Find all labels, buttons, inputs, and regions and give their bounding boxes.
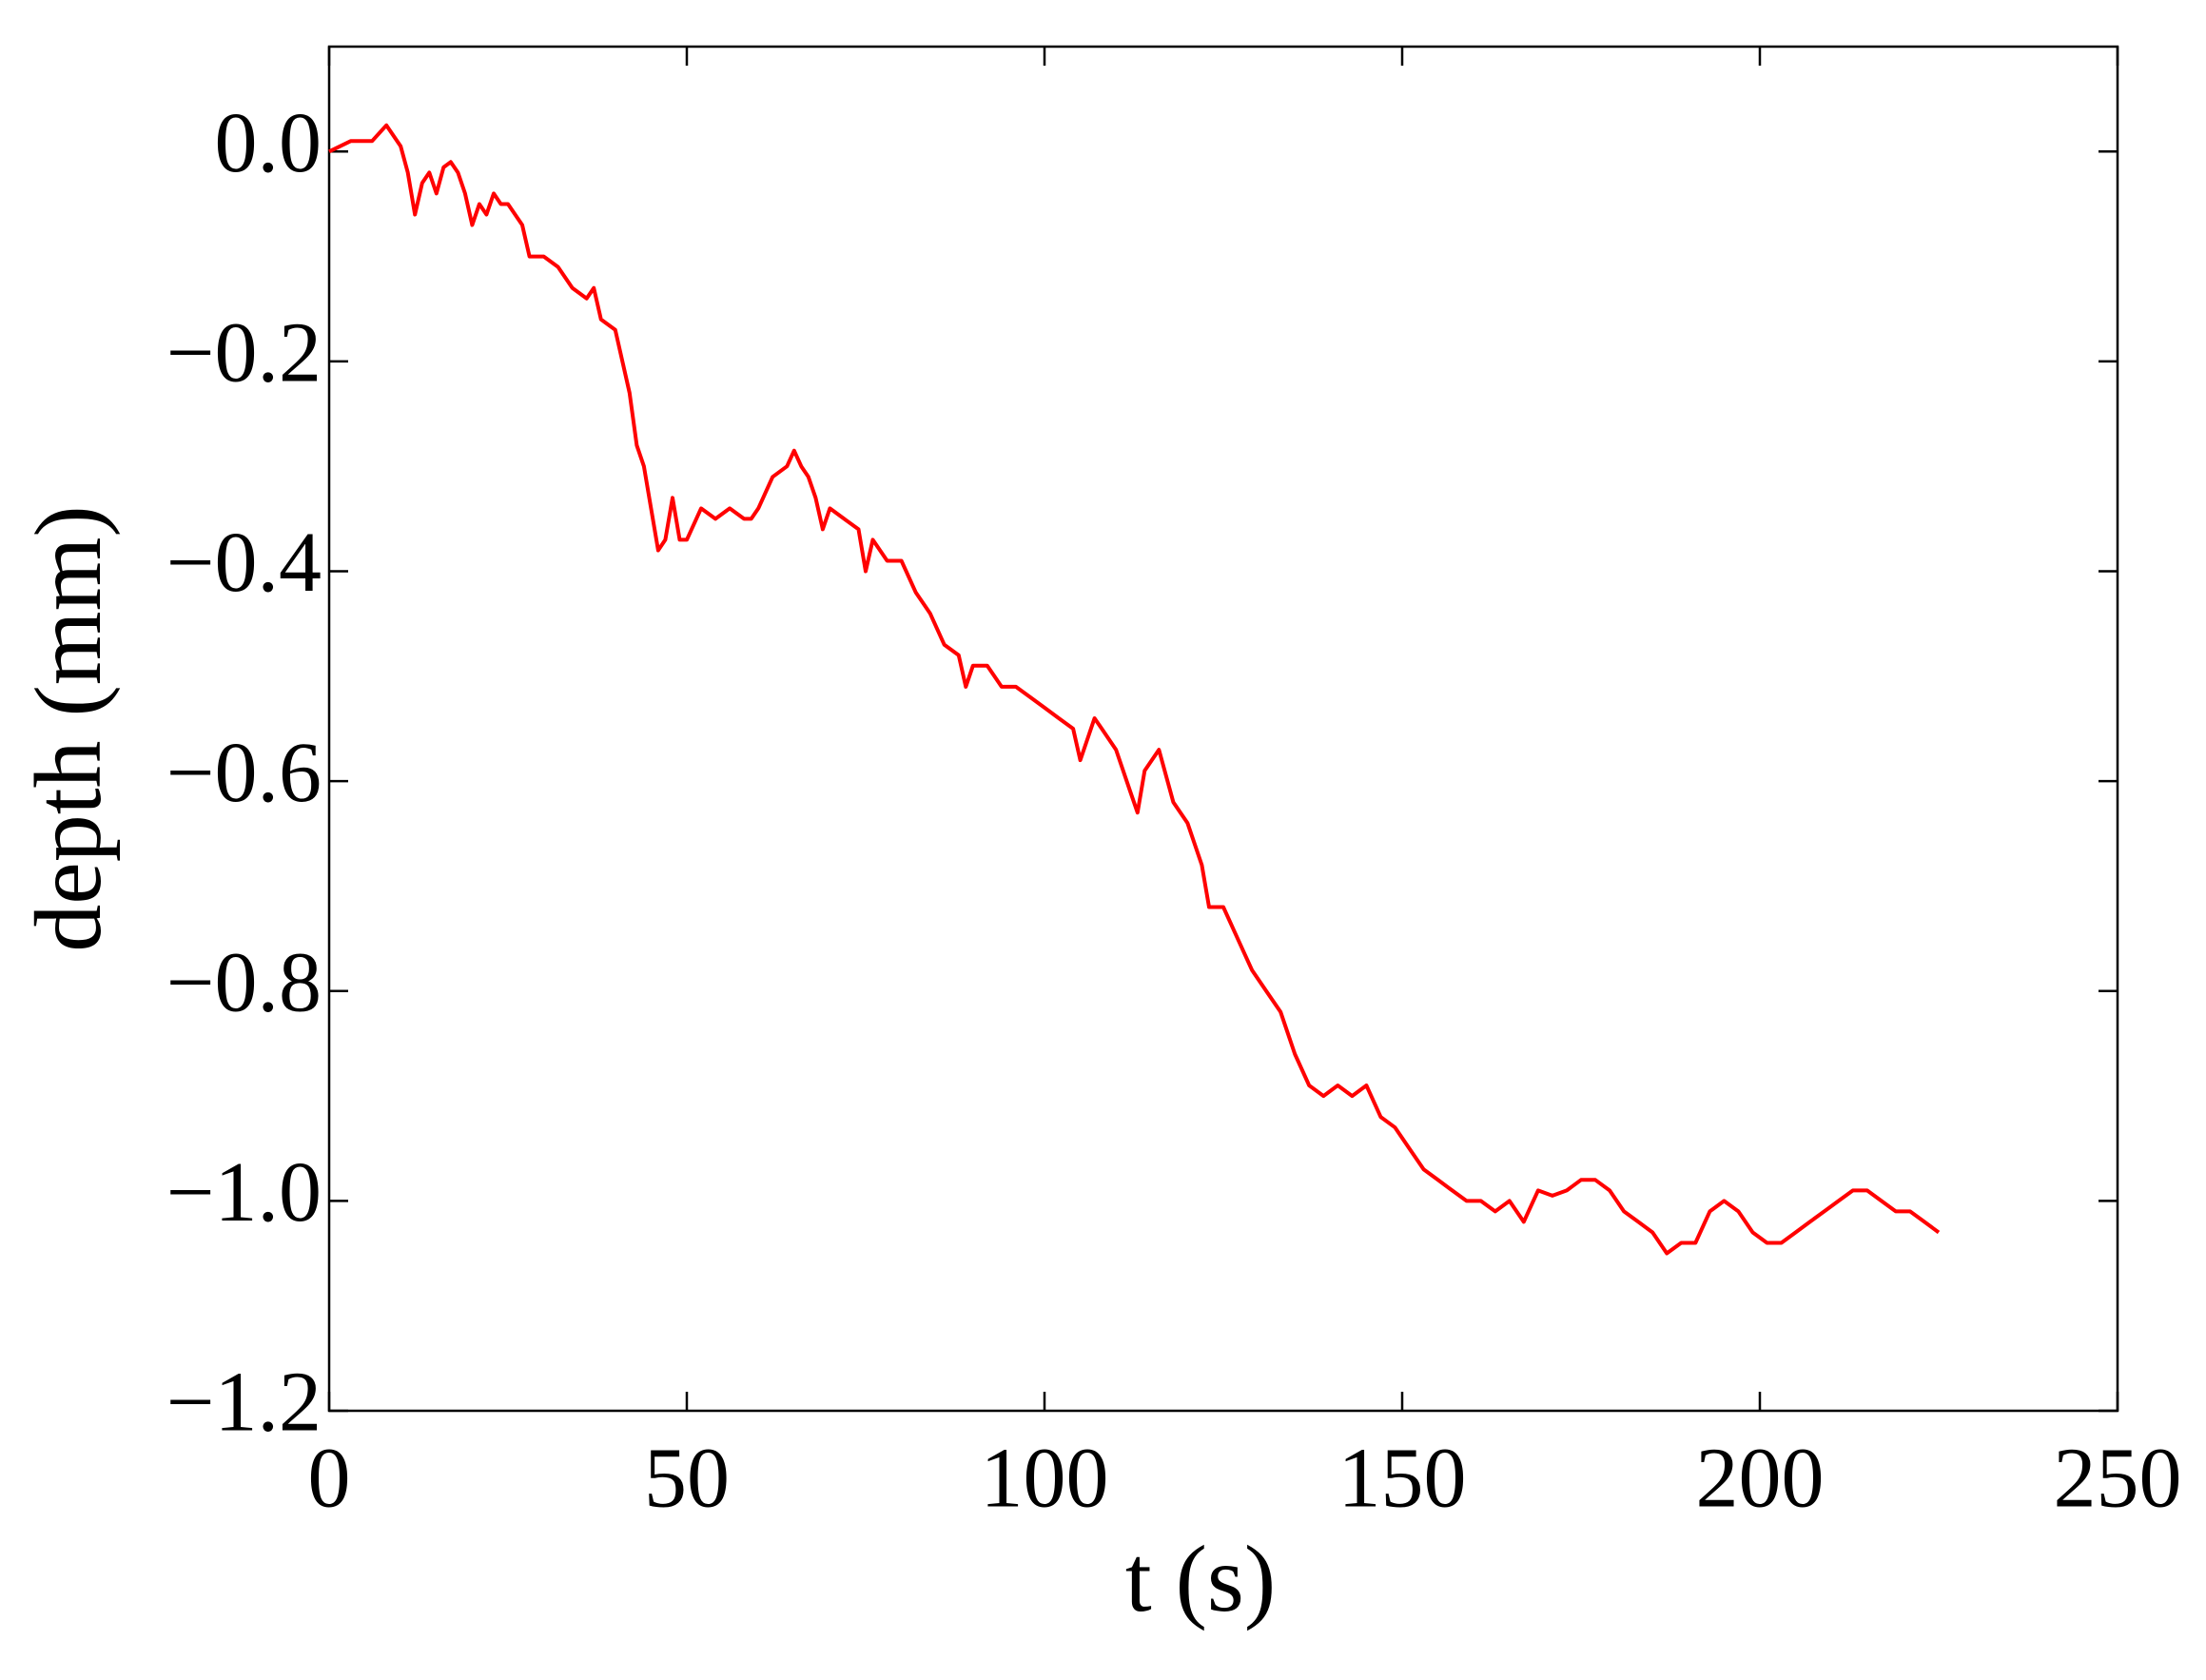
plot-frame bbox=[327, 45, 2119, 1413]
x-axis-label: t (s) bbox=[1125, 1526, 1276, 1631]
x-tick-label: 200 bbox=[1696, 1432, 1825, 1526]
y-tick-label: −0.6 bbox=[166, 726, 322, 820]
y-tick-label: −0.8 bbox=[166, 935, 322, 1029]
x-tick-label: 0 bbox=[308, 1432, 351, 1526]
x-tick-label: 100 bbox=[981, 1432, 1109, 1526]
x-tick-label: 150 bbox=[1338, 1432, 1467, 1526]
y-tick-label: −0.2 bbox=[166, 306, 322, 400]
x-tick-label: 50 bbox=[644, 1432, 730, 1526]
data-line bbox=[328, 123, 1941, 1256]
y-tick-label: −0.4 bbox=[166, 516, 322, 610]
y-tick-label: −1.2 bbox=[166, 1356, 322, 1450]
y-tick-label: 0.0 bbox=[215, 96, 322, 190]
y-axis-label: depth (mm) bbox=[15, 505, 121, 951]
y-tick-label: −1.0 bbox=[166, 1145, 322, 1240]
x-tick-label: 250 bbox=[2054, 1432, 2182, 1526]
